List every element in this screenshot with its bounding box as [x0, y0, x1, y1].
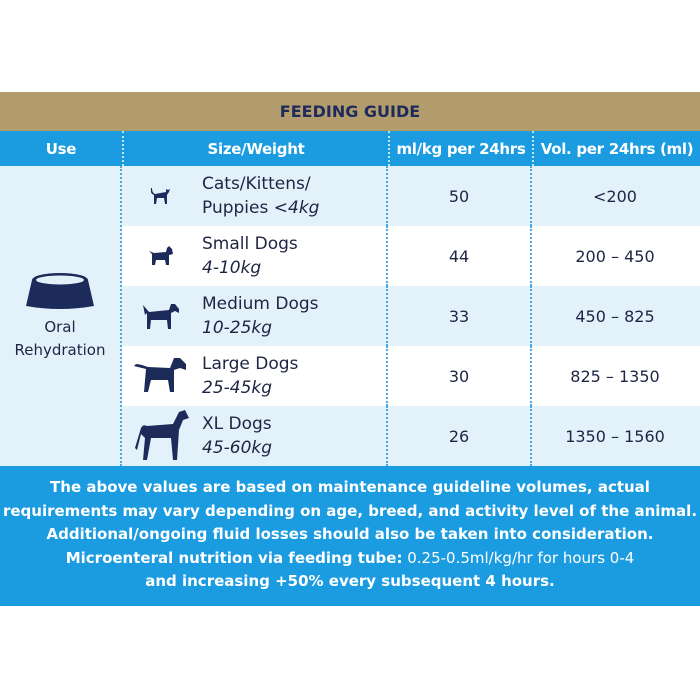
table-row: Small Dogs 4-10kg 44 200 – 450 — [122, 226, 700, 286]
size-name: Medium Dogs — [202, 294, 319, 314]
header-ml-kg: ml/kg per 24hrs — [388, 131, 532, 166]
weight-range: 4-10kg — [202, 258, 262, 278]
footer-line: requirements may vary depending on age, … — [2, 501, 698, 520]
table-row: Medium Dogs 10-25kg 33 450 – 825 — [122, 286, 700, 346]
small-dog-icon — [132, 245, 190, 267]
size-name-cont: Puppies — [202, 198, 274, 218]
table-row: Large Dogs 25-45kg 30 825 – 1350 — [122, 346, 700, 406]
size-label: XL Dogs 45-60kg — [190, 412, 272, 460]
volume-cell: <200 — [530, 166, 698, 226]
footer-text: 0.25-0.5ml/kg/hr for hours 0-4 — [402, 548, 635, 567]
size-weight-cell: Small Dogs 4-10kg — [122, 226, 386, 286]
size-name: Small Dogs — [202, 234, 298, 254]
header-use: Use — [45, 139, 77, 158]
ml-kg-cell: 33 — [386, 286, 530, 346]
weight-range: <4kg — [273, 198, 320, 218]
weight-range: 45-60kg — [202, 438, 273, 458]
volume-cell: 825 – 1350 — [530, 346, 698, 406]
table-row: XL Dogs 45-60kg 26 1350 – 1560 — [122, 406, 700, 466]
ml-kg-cell: 30 — [386, 346, 530, 406]
ml-kg-cell: 26 — [386, 406, 530, 466]
weight-range: 25-45kg — [202, 378, 273, 398]
header-row: Use Size/Weight ml/kg per 24hrs Vol. per… — [0, 131, 700, 166]
use-label-1: Oral — [44, 318, 76, 336]
footer-note: The above values are based on maintenanc… — [0, 466, 700, 606]
cat-icon — [132, 186, 190, 206]
medium-dog-icon — [132, 301, 190, 331]
size-label: Small Dogs 4-10kg — [190, 232, 298, 280]
footer-line: and increasing +50% every subsequent 4 h… — [145, 572, 555, 590]
use-cell: Oral Rehydration — [0, 166, 122, 466]
footer-line: The above values are based on maintenanc… — [50, 478, 650, 496]
ml-kg-cell: 44 — [386, 226, 530, 286]
table-row: Cats/Kittens/Puppies <4kg 50 <200 — [122, 166, 700, 226]
table-title: FEEDING GUIDE — [0, 92, 700, 131]
footer-line: Additional/ongoing fluid losses should a… — [46, 525, 654, 543]
bowl-icon — [26, 273, 94, 309]
header-volume: Vol. per 24hrs (ml) — [532, 131, 700, 166]
size-name: XL Dogs — [202, 414, 272, 434]
size-label: Medium Dogs 10-25kg — [190, 292, 319, 340]
footer-bold: Microenteral nutrition via feeding tube: — [65, 548, 403, 567]
size-weight-cell: Medium Dogs 10-25kg — [122, 286, 386, 346]
volume-cell: 200 – 450 — [530, 226, 698, 286]
volume-cell: 450 – 825 — [530, 286, 698, 346]
header-size-weight: Size/Weight — [122, 131, 388, 166]
size-weight-cell: XL Dogs 45-60kg — [122, 406, 386, 466]
size-weight-cell: Large Dogs 25-45kg — [122, 346, 386, 406]
use-label-2: Rehydration — [14, 341, 106, 359]
size-name: Large Dogs — [202, 354, 299, 374]
feeding-guide-table: FEEDING GUIDE Use Size/Weight ml/kg per … — [0, 92, 700, 606]
size-label: Cats/Kittens/Puppies <4kg — [190, 172, 319, 220]
footer-line: Microenteral nutrition via feeding tube:… — [0, 547, 700, 571]
size-name: Cats/Kittens/ — [202, 174, 311, 194]
large-dog-icon — [132, 356, 190, 396]
ml-kg-cell: 50 — [386, 166, 530, 226]
xl-dog-icon — [132, 408, 190, 464]
size-label: Large Dogs 25-45kg — [190, 352, 298, 400]
size-weight-cell: Cats/Kittens/Puppies <4kg — [122, 166, 386, 226]
volume-cell: 1350 – 1560 — [530, 406, 698, 466]
weight-range: 10-25kg — [202, 318, 273, 338]
